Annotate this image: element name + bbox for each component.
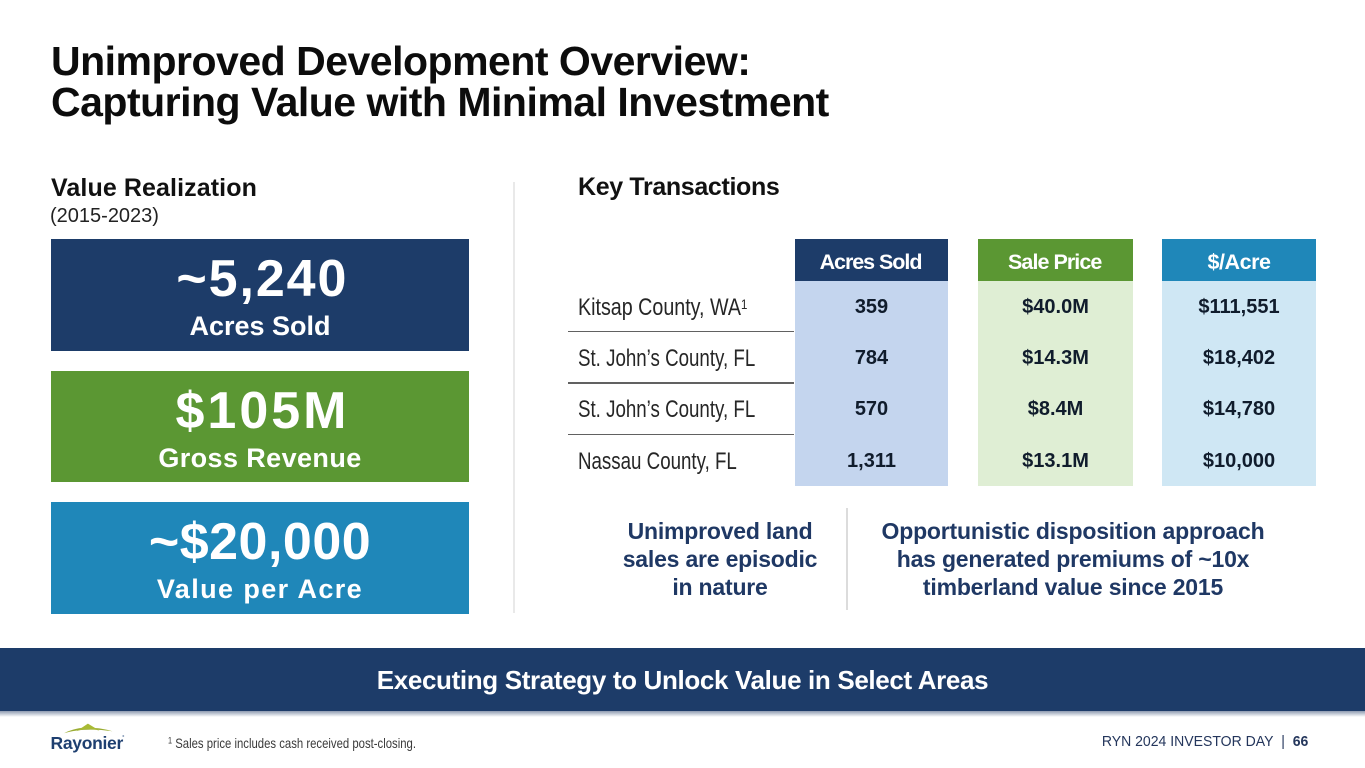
- svg-text:Rayonier: Rayonier: [51, 733, 123, 753]
